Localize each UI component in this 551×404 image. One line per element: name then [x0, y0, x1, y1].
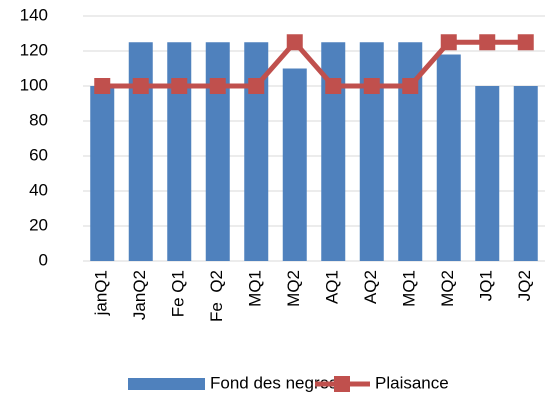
marker — [440, 34, 457, 51]
marker — [479, 34, 496, 51]
bar — [513, 86, 538, 261]
marker — [94, 78, 111, 94]
marker — [517, 34, 534, 51]
y-tick-label: 80 — [29, 110, 48, 129]
x-tick-label: Fe Q1 — [169, 270, 188, 317]
x-tick-label: JanQ2 — [130, 270, 149, 320]
y-tick-label: 140 — [20, 5, 48, 24]
line — [102, 38, 526, 89]
marker — [209, 78, 226, 94]
x-tick-label: JQ1 — [477, 270, 496, 301]
x-tick-label: AQ1 — [323, 270, 342, 304]
x-tick-label: MQ2 — [438, 270, 457, 307]
x-tick-label: janQ1 — [92, 270, 111, 316]
legend-label: Fond des negres — [210, 373, 338, 392]
legend-swatch — [128, 378, 205, 390]
bar — [167, 42, 192, 261]
marker — [325, 78, 342, 94]
x-tick-label: JQ2 — [515, 270, 534, 301]
bar — [90, 86, 115, 261]
marker — [286, 34, 303, 51]
marker — [402, 78, 419, 94]
y-tick-label: 0 — [39, 250, 48, 269]
y-tick-label: 60 — [29, 145, 48, 164]
bar — [205, 42, 230, 261]
legend-marker — [334, 376, 350, 392]
y-tick-label: 20 — [29, 215, 48, 234]
x-tick-label: MQ1 — [246, 270, 265, 307]
legend-label: Plaisance — [375, 373, 449, 392]
bar — [128, 42, 153, 261]
bar — [282, 68, 307, 261]
bar — [436, 54, 461, 261]
x-tick-label: MQ1 — [400, 270, 419, 307]
y-tick-label: 120 — [20, 40, 48, 59]
x-tick-label: MQ2 — [284, 270, 303, 307]
bar — [359, 42, 384, 261]
marker — [248, 78, 265, 94]
marker — [132, 78, 149, 94]
x-tick-label: Fe Q2 — [207, 270, 226, 322]
y-tick-label: 40 — [29, 180, 48, 199]
y-tick-label: 100 — [20, 75, 48, 94]
x-tick-label: AQ2 — [361, 270, 380, 304]
marker — [363, 78, 380, 94]
bar — [475, 86, 500, 261]
marker — [171, 78, 188, 94]
